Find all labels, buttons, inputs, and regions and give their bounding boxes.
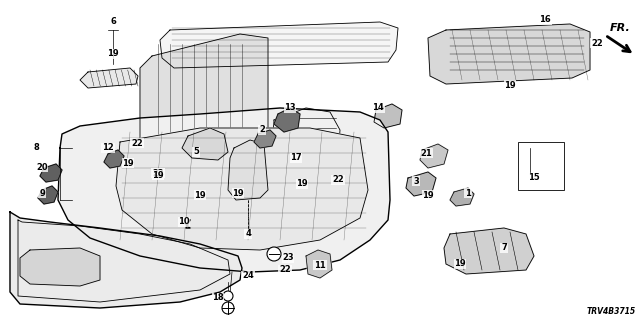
Polygon shape xyxy=(444,228,534,274)
Polygon shape xyxy=(274,108,300,132)
Text: 9: 9 xyxy=(39,188,45,197)
Polygon shape xyxy=(20,248,100,286)
Polygon shape xyxy=(450,188,474,206)
Text: 19: 19 xyxy=(454,260,466,268)
Text: 19: 19 xyxy=(296,180,308,188)
Text: 19: 19 xyxy=(504,81,516,90)
Polygon shape xyxy=(272,108,340,168)
FancyBboxPatch shape xyxy=(518,142,564,190)
Polygon shape xyxy=(428,24,590,84)
Text: 21: 21 xyxy=(420,148,432,157)
Text: 22: 22 xyxy=(591,38,603,47)
Circle shape xyxy=(267,247,281,261)
Polygon shape xyxy=(40,164,62,182)
Text: 8: 8 xyxy=(33,143,39,153)
Text: 10: 10 xyxy=(178,218,190,227)
Polygon shape xyxy=(406,172,436,196)
Polygon shape xyxy=(374,104,402,128)
Polygon shape xyxy=(38,186,58,204)
Text: 24: 24 xyxy=(242,271,254,281)
Polygon shape xyxy=(58,108,390,272)
Text: 4: 4 xyxy=(245,229,251,238)
Text: 18: 18 xyxy=(212,293,224,302)
Circle shape xyxy=(222,302,234,314)
Text: 6: 6 xyxy=(110,18,116,27)
Text: 2: 2 xyxy=(259,125,265,134)
Text: 15: 15 xyxy=(528,173,540,182)
Text: 3: 3 xyxy=(413,177,419,186)
Text: 17: 17 xyxy=(290,154,302,163)
Text: 19: 19 xyxy=(194,190,206,199)
Text: 19: 19 xyxy=(122,158,134,167)
Text: 19: 19 xyxy=(152,171,164,180)
Text: 20: 20 xyxy=(36,163,48,172)
Polygon shape xyxy=(80,68,138,88)
Text: TRV4B3715: TRV4B3715 xyxy=(587,307,636,316)
Text: 12: 12 xyxy=(102,143,114,153)
Polygon shape xyxy=(182,128,228,160)
Text: 14: 14 xyxy=(372,103,384,113)
Text: 19: 19 xyxy=(107,50,119,59)
Text: 23: 23 xyxy=(282,253,294,262)
Polygon shape xyxy=(116,128,368,250)
Polygon shape xyxy=(104,150,124,168)
Polygon shape xyxy=(160,22,398,68)
Text: 5: 5 xyxy=(193,148,199,156)
Text: 22: 22 xyxy=(332,175,344,185)
Text: 7: 7 xyxy=(501,244,507,252)
Polygon shape xyxy=(228,140,268,200)
Text: 19: 19 xyxy=(422,190,434,199)
Text: FR.: FR. xyxy=(610,23,631,33)
Polygon shape xyxy=(254,130,276,148)
Polygon shape xyxy=(140,34,268,172)
Polygon shape xyxy=(420,144,448,168)
Text: 16: 16 xyxy=(539,15,551,25)
Text: 11: 11 xyxy=(314,260,326,269)
Text: 19: 19 xyxy=(232,188,244,197)
Text: 22: 22 xyxy=(279,266,291,275)
Text: 22: 22 xyxy=(131,139,143,148)
Polygon shape xyxy=(306,250,332,278)
Text: 1: 1 xyxy=(465,188,471,197)
Polygon shape xyxy=(10,212,242,308)
Circle shape xyxy=(223,291,233,301)
Text: 22: 22 xyxy=(152,169,164,178)
Text: 13: 13 xyxy=(284,103,296,113)
